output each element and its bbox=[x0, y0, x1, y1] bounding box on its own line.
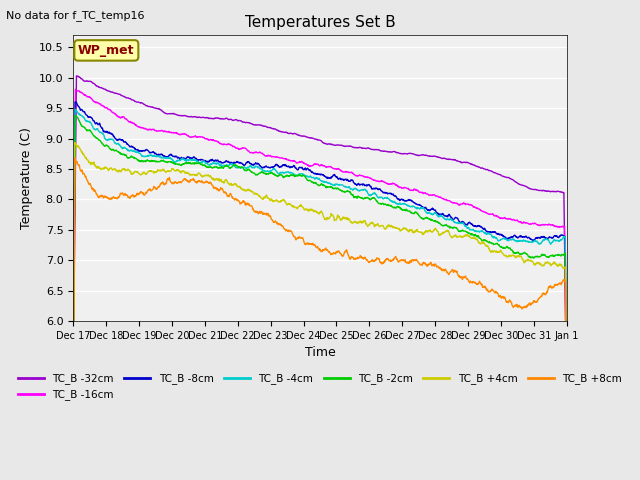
TC_B -16cm bbox=[298, 159, 306, 165]
TC_B -16cm bbox=[279, 156, 287, 161]
TC_B +8cm bbox=[108, 196, 116, 202]
TC_B -8cm bbox=[72, 99, 79, 105]
TC_B -2cm bbox=[69, 398, 77, 404]
Line: TC_B -4cm: TC_B -4cm bbox=[73, 109, 567, 423]
TC_B -4cm bbox=[351, 186, 358, 192]
TC_B -8cm bbox=[108, 131, 116, 137]
Title: Temperatures Set B: Temperatures Set B bbox=[244, 15, 396, 30]
TC_B -2cm bbox=[351, 194, 358, 200]
TC_B -2cm bbox=[298, 173, 306, 179]
TC_B -16cm bbox=[72, 86, 79, 92]
Text: WP_met: WP_met bbox=[78, 44, 134, 57]
TC_B -16cm bbox=[108, 109, 116, 115]
TC_B -2cm bbox=[279, 174, 287, 180]
TC_B -2cm bbox=[108, 147, 116, 153]
TC_B -16cm bbox=[69, 364, 77, 370]
Line: TC_B -32cm: TC_B -32cm bbox=[73, 76, 567, 415]
TC_B -16cm bbox=[563, 438, 571, 444]
TC_B -16cm bbox=[351, 172, 358, 178]
TC_B -8cm bbox=[128, 144, 136, 149]
TC_B -4cm bbox=[279, 170, 287, 176]
TC_B -16cm bbox=[128, 120, 136, 125]
TC_B +4cm bbox=[563, 431, 571, 437]
TC_B -32cm bbox=[289, 131, 297, 137]
TC_B -4cm bbox=[289, 171, 297, 177]
TC_B -8cm bbox=[298, 165, 306, 170]
Line: TC_B -16cm: TC_B -16cm bbox=[73, 89, 567, 441]
TC_B +8cm bbox=[128, 193, 136, 199]
TC_B +4cm bbox=[108, 166, 116, 171]
TC_B -32cm bbox=[298, 133, 306, 139]
TC_B +8cm bbox=[279, 224, 287, 229]
TC_B -8cm bbox=[289, 163, 297, 169]
TC_B +8cm bbox=[289, 232, 297, 238]
TC_B -4cm bbox=[108, 136, 116, 142]
TC_B -2cm bbox=[289, 172, 297, 178]
TC_B -4cm bbox=[71, 107, 79, 112]
TC_B -8cm bbox=[351, 180, 358, 186]
Text: No data for f_TC_temp16: No data for f_TC_temp16 bbox=[6, 10, 145, 21]
TC_B -8cm bbox=[69, 390, 77, 396]
TC_B -4cm bbox=[298, 171, 306, 177]
Line: TC_B +8cm: TC_B +8cm bbox=[73, 158, 567, 445]
TC_B -2cm bbox=[72, 113, 79, 119]
TC_B +4cm bbox=[289, 204, 297, 210]
TC_B +8cm bbox=[69, 418, 77, 424]
TC_B +8cm bbox=[71, 155, 79, 161]
TC_B +4cm bbox=[298, 204, 306, 209]
TC_B -4cm bbox=[563, 420, 571, 426]
TC_B -32cm bbox=[351, 145, 358, 151]
Y-axis label: Temperature (C): Temperature (C) bbox=[20, 127, 33, 229]
TC_B -4cm bbox=[128, 147, 136, 153]
TC_B -32cm bbox=[73, 73, 81, 79]
TC_B -32cm bbox=[128, 97, 136, 103]
TC_B +8cm bbox=[351, 256, 358, 262]
TC_B +4cm bbox=[69, 410, 77, 416]
TC_B -32cm bbox=[279, 129, 287, 135]
TC_B +8cm bbox=[563, 442, 571, 448]
TC_B +4cm bbox=[128, 171, 136, 177]
TC_B -32cm bbox=[108, 89, 116, 95]
Legend: TC_B -32cm, TC_B -16cm, TC_B -8cm, TC_B -4cm, TC_B -2cm, TC_B +4cm, TC_B +8cm: TC_B -32cm, TC_B -16cm, TC_B -8cm, TC_B … bbox=[14, 369, 626, 405]
TC_B +4cm bbox=[71, 140, 79, 145]
Line: TC_B -8cm: TC_B -8cm bbox=[73, 102, 567, 424]
TC_B +8cm bbox=[298, 235, 306, 240]
TC_B -8cm bbox=[279, 162, 287, 168]
Line: TC_B +4cm: TC_B +4cm bbox=[73, 143, 567, 434]
TC_B +4cm bbox=[351, 219, 358, 225]
TC_B -8cm bbox=[563, 421, 571, 427]
Line: TC_B -2cm: TC_B -2cm bbox=[73, 116, 567, 433]
TC_B -2cm bbox=[128, 154, 136, 160]
TC_B -16cm bbox=[289, 157, 297, 163]
TC_B +4cm bbox=[279, 198, 287, 204]
X-axis label: Time: Time bbox=[305, 346, 335, 359]
TC_B -2cm bbox=[563, 431, 571, 436]
TC_B -32cm bbox=[563, 412, 571, 418]
TC_B -4cm bbox=[69, 394, 77, 400]
TC_B -32cm bbox=[69, 378, 77, 384]
